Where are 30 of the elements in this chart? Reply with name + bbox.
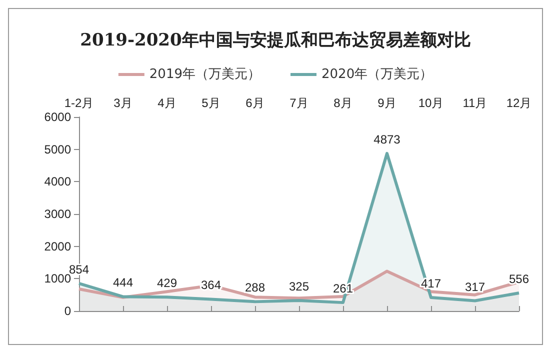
data-label: 325 xyxy=(288,279,310,294)
x-tick-label: 5月 xyxy=(202,96,220,110)
data-label: 364 xyxy=(200,278,222,292)
x-tick-label: 1-2月 xyxy=(64,96,94,110)
x-tick-label: 8月 xyxy=(334,96,352,110)
data-label: 4873 xyxy=(374,132,401,146)
chart-title: 2019-2020年中国与安提瓜和巴布达贸易差额对比 xyxy=(80,30,471,50)
data-label: 444 xyxy=(112,276,134,290)
y-tick-label: 3000 xyxy=(44,207,72,221)
legend-label: 2019年（万美元） xyxy=(149,66,261,82)
x-tick-label: 11月 xyxy=(462,96,488,110)
legend-label: 2020年（万美元） xyxy=(322,66,433,82)
x-tick-label: 12月 xyxy=(506,96,532,110)
data-label: 556 xyxy=(508,272,530,286)
x-tick-label: 9月 xyxy=(378,96,396,110)
y-tick-label: 1000 xyxy=(44,272,72,286)
x-tick-label: 10月 xyxy=(418,96,444,110)
y-tick-label: 5000 xyxy=(44,142,72,156)
x-tick-label: 3月 xyxy=(114,96,132,110)
data-label: 288 xyxy=(244,280,266,295)
data-label: 429 xyxy=(156,276,178,290)
y-tick-label: 6000 xyxy=(44,110,72,124)
x-tick-label: 7月 xyxy=(290,96,308,110)
y-tick-label: 0 xyxy=(64,304,72,318)
y-tick-label: 2000 xyxy=(44,239,72,254)
y-tick-label: 4000 xyxy=(44,174,72,189)
data-label: 854 xyxy=(68,262,90,276)
x-tick-label: 4月 xyxy=(158,96,176,110)
x-tick-label: 6月 xyxy=(246,96,264,110)
data-label: 317 xyxy=(464,280,486,294)
